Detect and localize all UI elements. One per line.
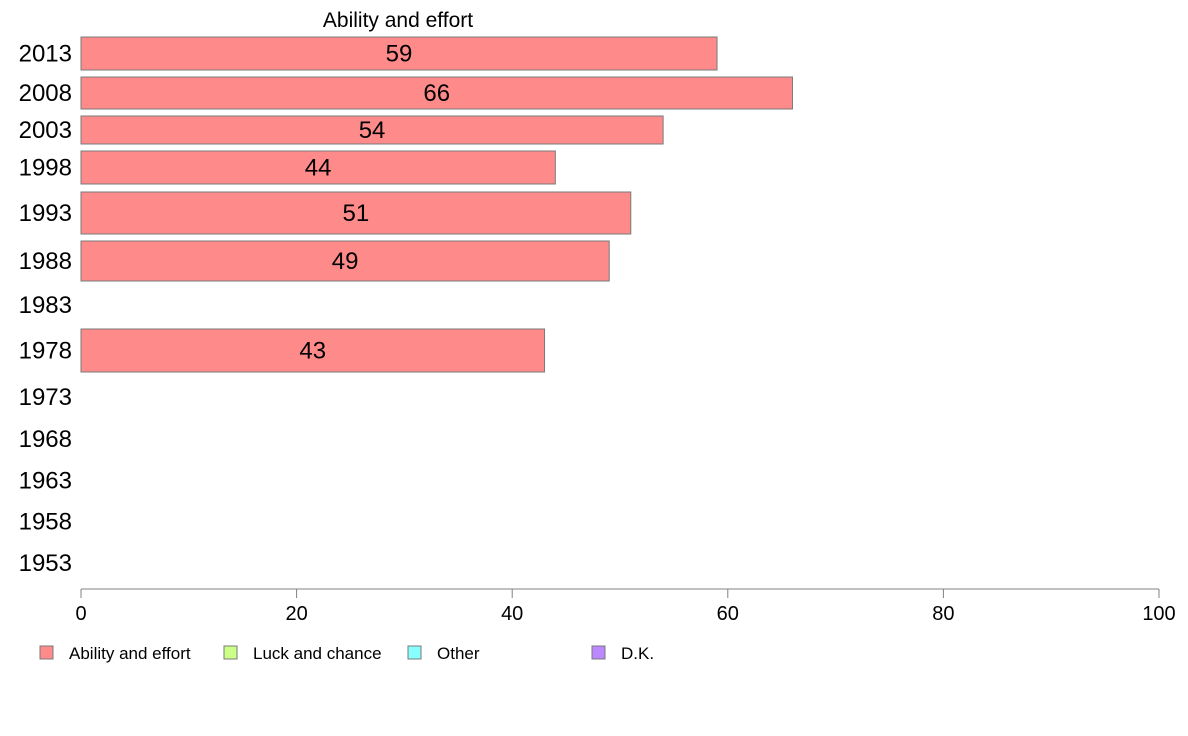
legend-swatch-d-k [591, 645, 606, 660]
bar-value-label-1978: 43 [299, 338, 326, 365]
bar-value-label-2003: 54 [359, 117, 386, 144]
x-tick-label-0: 0 [75, 603, 86, 625]
x-tick-label-40: 40 [501, 603, 523, 625]
bar-1978 [80, 328, 546, 373]
category-label-1978: 1978 [19, 338, 72, 365]
legend-swatch-other [407, 645, 422, 660]
category-label-1958: 1958 [19, 509, 72, 536]
bar-value-label-1988: 49 [332, 248, 359, 275]
legend-swatch-ability-and-effort [39, 645, 54, 660]
x-tick-label-60: 60 [717, 603, 739, 625]
bar-1988 [80, 240, 610, 282]
bar-value-labels: 59 66 54 44 51 49 43 [299, 41, 450, 365]
x-axis: 0 20 40 60 80 100 [75, 588, 1176, 625]
category-label-2013: 2013 [19, 41, 72, 68]
bar-1998 [80, 150, 556, 185]
bar-1993 [80, 191, 632, 235]
bar-2003 [80, 115, 664, 145]
x-tick-label-80: 80 [932, 603, 954, 625]
x-tick-label-100: 100 [1142, 603, 1175, 625]
bar-value-label-1998: 44 [305, 155, 332, 182]
category-label-1988: 1988 [19, 248, 72, 275]
legend-label-luck-and-chance: Luck and chance [253, 644, 382, 663]
category-label-1993: 1993 [19, 200, 72, 227]
bar-value-label-1993: 51 [343, 200, 370, 227]
category-label-1968: 1968 [19, 426, 72, 453]
category-label-1983: 1983 [19, 292, 72, 319]
bar-2008 [80, 76, 793, 110]
category-label-1998: 1998 [19, 155, 72, 182]
category-label-1963: 1963 [19, 468, 72, 495]
category-label-1973: 1973 [19, 384, 72, 411]
bar-value-label-2008: 66 [423, 80, 450, 107]
chart-title: Ability and effort [323, 9, 473, 32]
legend-swatch-luck-and-chance [223, 645, 238, 660]
bars [80, 36, 793, 373]
legend-label-d-k: D.K. [621, 644, 654, 663]
category-label-2008: 2008 [19, 80, 72, 107]
legend-label-ability-and-effort: Ability and effort [69, 644, 191, 663]
category-labels: 2013 2008 2003 1998 1993 1988 1983 1978 1973 1968… [19, 41, 72, 578]
bar-value-label-2013: 59 [386, 41, 413, 68]
category-label-2003: 2003 [19, 117, 72, 144]
legend: Ability and effort Luck and chance Other D.… [39, 644, 654, 663]
legend-label-other: Other [437, 644, 480, 663]
bar-2013 [80, 36, 718, 71]
category-label-1953: 1953 [19, 550, 72, 577]
x-tick-label-20: 20 [285, 603, 307, 625]
